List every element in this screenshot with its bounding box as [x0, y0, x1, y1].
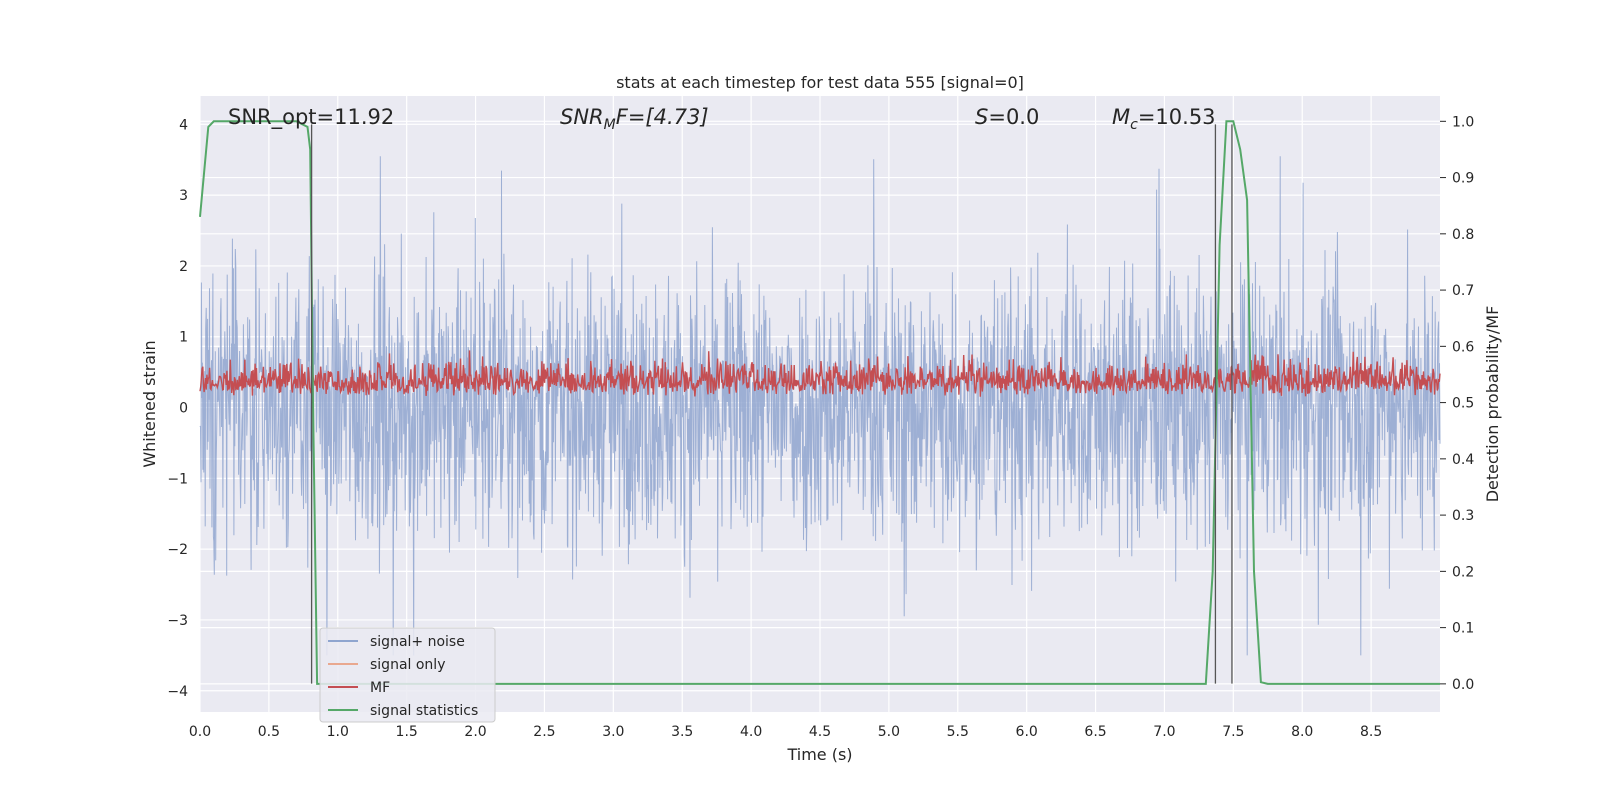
x-tick-label: 4.5	[809, 724, 831, 740]
y-left-ticks: −4 −3 −2 −1 0 1 2 3 4	[167, 117, 188, 699]
y-left-tick-label: 3	[179, 188, 188, 204]
x-tick-label: 7.5	[1222, 724, 1244, 740]
y-left-tick-label: 4	[179, 117, 188, 133]
legend-label-signal-only: signal only	[370, 657, 445, 673]
mf-line	[199, 350, 1441, 397]
y-right-ticks: 0.0 0.1 0.2 0.3 0.4 0.5 0.6 0.7 0.8 0.9 1.0	[1440, 114, 1474, 693]
annotation-snr-opt: SNR_opt=11.92	[228, 105, 394, 130]
x-tick-label: 5.5	[947, 724, 969, 740]
x-tick-label: 7.0	[1153, 724, 1175, 740]
y-right-tick-label: 0.9	[1452, 171, 1474, 187]
y-left-tick-label: −2	[167, 542, 188, 558]
y-right-tick-label: 0.2	[1452, 564, 1474, 580]
x-tick-label: 3.0	[602, 724, 624, 740]
legend: signal+ noise signal only MF signal stat…	[319, 627, 496, 723]
signal-noise-series	[199, 156, 1441, 656]
x-tick-label: 2.5	[533, 724, 555, 740]
annotation-s: S=0.0	[975, 105, 1039, 129]
legend-label-signal-noise: signal+ noise	[370, 634, 465, 650]
legend-label-signal-statistics: signal statistics	[370, 703, 478, 719]
y-left-axis-label: Whitened strain	[140, 340, 159, 467]
y-left-tick-label: −1	[167, 471, 188, 487]
y-right-tick-label: 0.1	[1452, 621, 1474, 637]
x-tick-label: 5.0	[878, 724, 900, 740]
x-tick-label: 6.5	[1084, 724, 1106, 740]
x-tick-label: 4.0	[740, 724, 762, 740]
y-left-tick-label: 0	[179, 401, 188, 417]
y-left-tick-label: −4	[167, 684, 188, 700]
mf-series	[199, 350, 1441, 397]
x-tick-label: 2.0	[464, 724, 486, 740]
y-right-tick-label: 0.8	[1452, 227, 1474, 243]
x-tick-label: 8.5	[1360, 724, 1382, 740]
x-axis-ticks: 0.0 0.5 1.0 1.5 2.0 2.5 3.0 3.5 4.0 4.5 5.0 5.5 6.0 6…	[189, 724, 1382, 740]
y-right-tick-label: 1.0	[1452, 114, 1474, 130]
x-tick-label: 6.0	[1016, 724, 1038, 740]
chart-title: stats at each timestep for test data 555…	[616, 73, 1024, 92]
signal-statistics-series	[199, 120, 1440, 685]
signal-noise-line	[199, 156, 1441, 656]
annotation-mc: Mc=10.53	[1112, 105, 1216, 133]
annotation-snr-mf: SNRMF=[4.73]	[560, 105, 709, 133]
x-tick-label: 1.0	[327, 724, 349, 740]
x-tick-label: 1.5	[396, 724, 418, 740]
legend-box	[319, 627, 496, 723]
y-right-axis-label: Detection probability/MF	[1483, 306, 1502, 503]
marker-lines	[310, 124, 1233, 684]
x-tick-label: 8.0	[1291, 724, 1313, 740]
y-left-tick-label: 2	[179, 259, 188, 275]
legend-label-mf: MF	[370, 680, 390, 696]
y-left-tick-label: −3	[167, 613, 188, 629]
y-right-tick-label: 0.4	[1452, 452, 1474, 468]
x-tick-label: 0.5	[258, 724, 280, 740]
y-right-tick-label: 0.5	[1452, 396, 1474, 412]
y-right-tick-label: 0.0	[1452, 677, 1474, 693]
x-axis-label: Time (s)	[786, 745, 852, 764]
x-tick-label: 0.0	[189, 724, 211, 740]
signal-statistics-line	[199, 120, 1440, 685]
y-right-tick-label: 0.3	[1452, 508, 1474, 524]
x-tick-label: 3.5	[671, 724, 693, 740]
y-left-tick-label: 1	[179, 330, 188, 346]
y-right-tick-label: 0.6	[1452, 339, 1474, 355]
y-right-tick-label: 0.7	[1452, 283, 1474, 299]
